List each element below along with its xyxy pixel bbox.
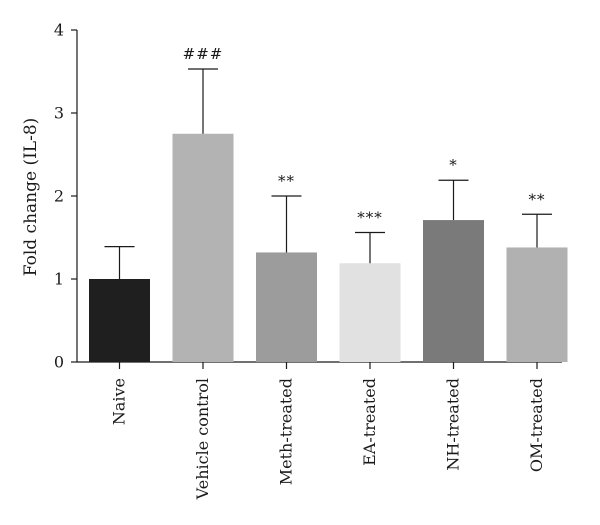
bars-group [89,133,568,362]
significance-annotations: ###******** [183,45,546,227]
bar [506,247,568,362]
category-labels: Naive Vehicle control Meth-treated EA-treat… [110,378,547,500]
y-tick-label: 1 [54,270,64,289]
bar [172,133,234,362]
bar [89,279,150,362]
bar [256,252,317,362]
category-label: EA-treated [360,378,379,466]
category-label: Naive [110,378,129,425]
significance-label: ** [278,172,295,190]
category-label: NH-treated [444,378,463,471]
y-axis-title: Fold change (IL-8) [21,118,41,277]
significance-label: ** [529,190,546,208]
category-label: Vehicle control [193,378,212,500]
y-tick-label: 3 [54,104,64,123]
error-bars-group [104,68,552,279]
bar [339,263,401,362]
significance-label: * [449,156,458,174]
y-tick-label: 2 [54,187,64,206]
y-tick-label: 4 [54,21,64,40]
x-axis [77,361,562,369]
y-axis: 0 1 2 3 4 [54,21,78,372]
significance-label: *** [357,209,383,227]
bar [423,220,484,362]
y-tick-label: 0 [54,353,64,372]
category-label: OM-treated [527,378,546,472]
category-label: Meth-treated [277,378,296,485]
significance-label: ### [183,45,224,63]
